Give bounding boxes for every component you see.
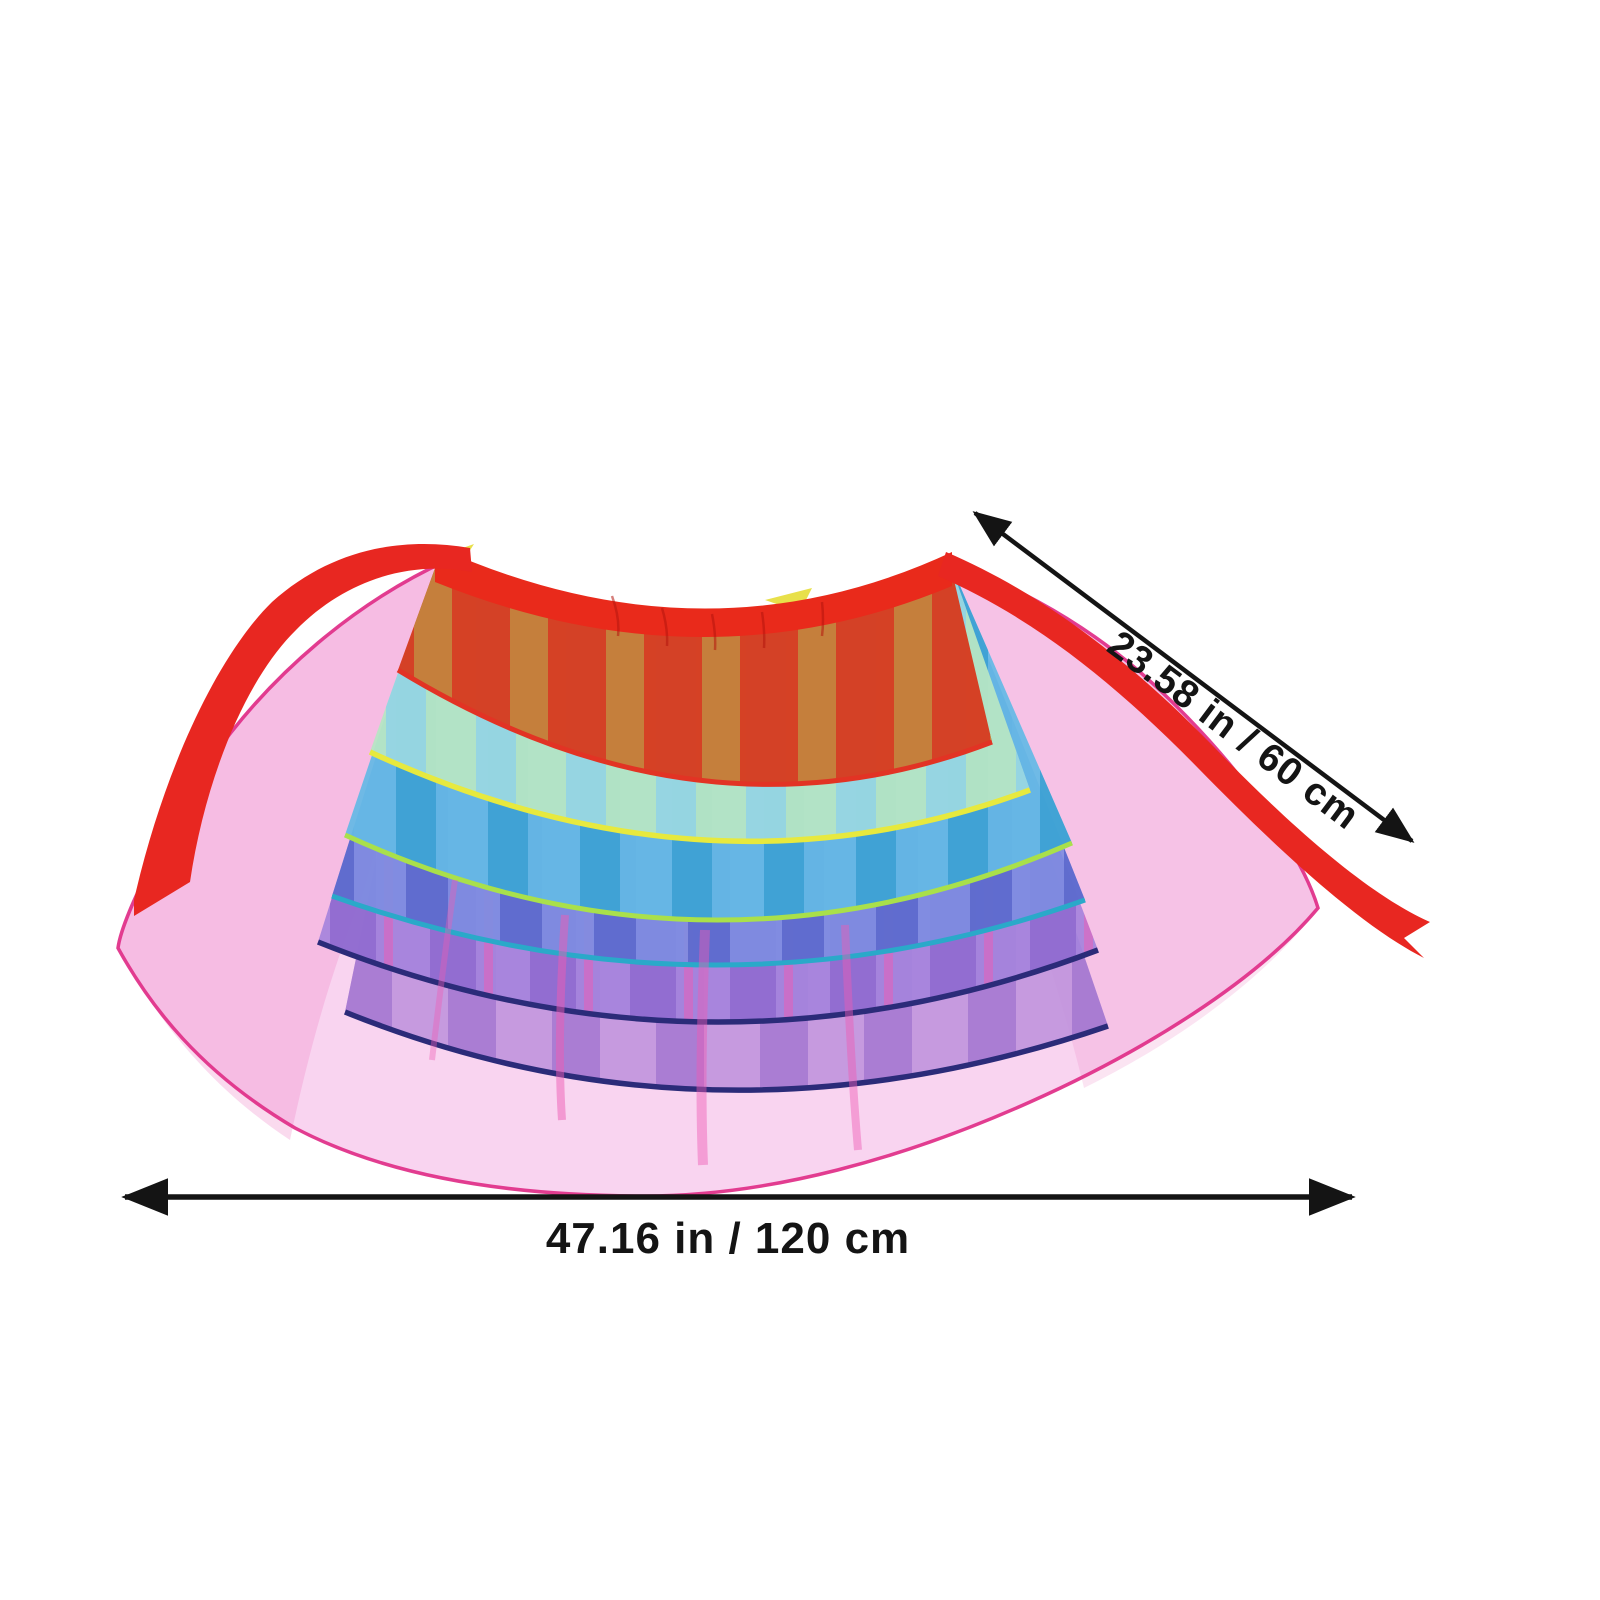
tier-purple-trim bbox=[316, 939, 1099, 1025]
tier-mint-trim bbox=[368, 749, 1031, 845]
dimension-arrow-diagonal bbox=[972, 511, 1415, 843]
wrinkle bbox=[820, 601, 825, 637]
fold-streak bbox=[429, 879, 458, 1061]
tier-cyan-trim bbox=[343, 832, 1073, 923]
wrinkle bbox=[610, 595, 620, 637]
fold-streak bbox=[555, 914, 569, 1121]
waistband-wrinkles bbox=[610, 595, 825, 651]
fold-streak bbox=[696, 929, 710, 1166]
waist-ribbon-left bbox=[134, 543, 472, 916]
waist-ribbons bbox=[134, 543, 1430, 958]
tulle-fold-streaks bbox=[429, 879, 862, 1166]
waist-ribbon-right bbox=[938, 552, 1430, 958]
dimension-horizontal: 47.16 in / 120 cm bbox=[121, 1178, 1356, 1263]
fold-streak bbox=[841, 924, 862, 1151]
tier-lilac-trim bbox=[343, 1009, 1109, 1093]
tulle-left-fold bbox=[118, 560, 448, 1140]
wrinkle bbox=[760, 611, 766, 649]
wrinkle bbox=[710, 613, 717, 651]
dimension-label-horizontal: 47.16 in / 120 cm bbox=[546, 1214, 910, 1263]
tier-blue-trim bbox=[331, 893, 1086, 968]
tier-red-trim bbox=[396, 667, 993, 787]
wrinkle bbox=[660, 607, 669, 647]
